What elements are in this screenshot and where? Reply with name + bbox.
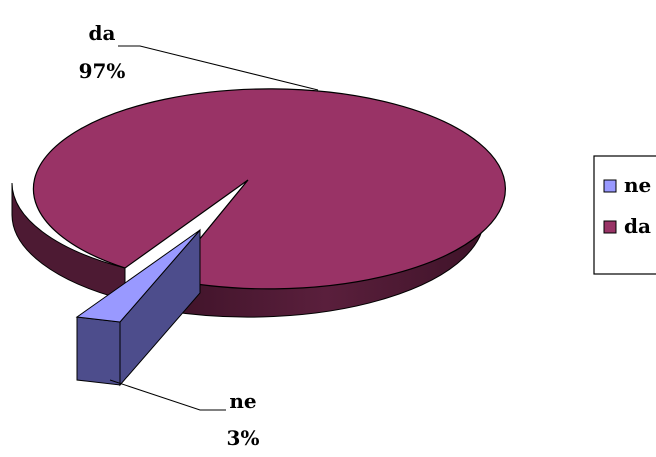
- slice-ne-top: [75, 229, 201, 323]
- data-label-ne-value: 3%: [227, 426, 260, 450]
- legend-swatch-ne: [603, 179, 617, 193]
- legend-label-da: da: [624, 214, 651, 238]
- legend-swatch-da: [603, 220, 617, 234]
- leader-line-da: [118, 45, 319, 91]
- pie-slice-da: [11, 88, 506, 318]
- legend-box: [593, 155, 656, 275]
- slice-ne-side-front: [76, 316, 121, 386]
- pie-slice-ne: [75, 228, 201, 387]
- leader-line-ne: [109, 379, 226, 411]
- legend: ne da: [593, 155, 656, 275]
- legend-label-ne: ne: [624, 173, 651, 197]
- data-label-da-value: 97%: [79, 59, 126, 83]
- slice-da-top: [32, 88, 506, 290]
- data-label-da-name: da: [89, 21, 116, 45]
- data-label-ne-name: ne: [229, 389, 256, 413]
